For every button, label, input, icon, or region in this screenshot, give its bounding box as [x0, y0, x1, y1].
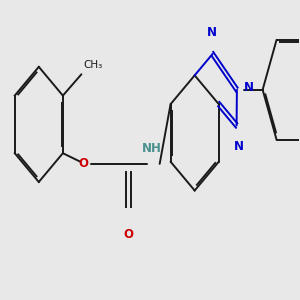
- Text: N: N: [206, 26, 217, 39]
- Text: N: N: [244, 81, 254, 94]
- Text: NH: NH: [142, 142, 161, 155]
- Text: O: O: [124, 228, 134, 241]
- Text: N: N: [234, 140, 244, 153]
- Text: O: O: [79, 158, 88, 170]
- Text: CH₃: CH₃: [83, 60, 103, 70]
